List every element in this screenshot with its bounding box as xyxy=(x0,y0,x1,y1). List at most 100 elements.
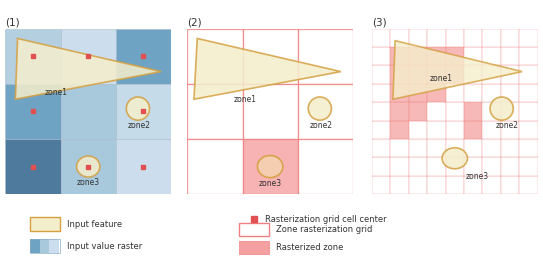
Bar xyxy=(243,29,298,84)
Bar xyxy=(446,176,464,194)
Bar xyxy=(482,29,501,47)
Bar xyxy=(519,139,538,157)
Bar xyxy=(390,157,409,176)
Bar xyxy=(187,29,243,84)
Bar xyxy=(409,84,427,102)
Bar xyxy=(482,47,501,65)
Bar xyxy=(427,121,446,139)
Text: zone3: zone3 xyxy=(258,179,282,188)
Bar xyxy=(464,121,482,139)
Bar xyxy=(501,65,519,84)
Bar xyxy=(427,102,446,121)
Bar xyxy=(464,176,482,194)
Bar xyxy=(464,29,482,47)
Ellipse shape xyxy=(77,156,100,177)
Bar xyxy=(298,29,353,84)
Bar xyxy=(372,65,390,84)
Bar xyxy=(5,29,61,84)
Text: (1): (1) xyxy=(5,18,20,28)
Bar xyxy=(519,121,538,139)
Bar xyxy=(519,176,538,194)
Text: zone1: zone1 xyxy=(45,88,68,96)
Bar xyxy=(409,102,427,121)
Bar xyxy=(446,139,464,157)
Bar xyxy=(464,139,482,157)
Ellipse shape xyxy=(257,156,283,178)
Bar xyxy=(409,176,427,194)
Bar xyxy=(501,176,519,194)
Bar xyxy=(390,47,409,65)
Text: Zone rasterization grid: Zone rasterization grid xyxy=(276,225,372,234)
Ellipse shape xyxy=(442,148,468,169)
Bar xyxy=(427,29,446,47)
Bar xyxy=(482,102,501,121)
Text: zone1: zone1 xyxy=(234,95,257,104)
Bar xyxy=(464,157,482,176)
Text: Input feature: Input feature xyxy=(67,220,122,228)
Bar xyxy=(482,121,501,139)
Bar xyxy=(390,139,409,157)
Text: (3): (3) xyxy=(372,18,387,28)
Bar xyxy=(372,102,390,121)
Bar xyxy=(501,102,519,121)
Ellipse shape xyxy=(308,97,331,120)
Bar xyxy=(372,121,390,139)
Text: zone3: zone3 xyxy=(465,172,488,181)
Bar xyxy=(427,176,446,194)
Bar xyxy=(464,47,482,65)
Bar xyxy=(519,157,538,176)
Polygon shape xyxy=(15,39,161,99)
Bar xyxy=(30,239,40,253)
Bar xyxy=(482,139,501,157)
Text: zone2: zone2 xyxy=(310,121,332,130)
Bar xyxy=(5,139,61,194)
Bar xyxy=(446,47,464,65)
Bar xyxy=(501,121,519,139)
Bar xyxy=(519,102,538,121)
Bar xyxy=(519,47,538,65)
Bar xyxy=(464,65,482,84)
Bar xyxy=(390,29,409,47)
Bar xyxy=(501,139,519,157)
Bar xyxy=(372,47,390,65)
Text: zone2: zone2 xyxy=(128,121,150,130)
Bar xyxy=(501,84,519,102)
Polygon shape xyxy=(194,39,341,99)
Bar xyxy=(390,102,409,121)
Bar xyxy=(372,84,390,102)
Bar xyxy=(427,139,446,157)
Ellipse shape xyxy=(127,97,149,120)
Bar xyxy=(116,84,171,139)
Bar xyxy=(116,139,171,194)
Polygon shape xyxy=(393,41,522,99)
Bar xyxy=(427,65,446,84)
Bar xyxy=(464,102,482,121)
Bar xyxy=(187,139,243,194)
Bar xyxy=(519,84,538,102)
Bar xyxy=(501,47,519,65)
Text: Rasterized zone: Rasterized zone xyxy=(276,243,343,252)
Text: (2): (2) xyxy=(187,18,202,28)
Bar xyxy=(409,157,427,176)
Bar xyxy=(5,84,61,139)
Bar xyxy=(409,121,427,139)
Bar xyxy=(372,157,390,176)
Bar xyxy=(30,217,60,231)
Text: zone3: zone3 xyxy=(77,178,100,187)
Bar xyxy=(372,176,390,194)
Bar xyxy=(239,241,269,254)
Bar xyxy=(61,84,116,139)
Bar xyxy=(372,139,390,157)
Text: zone1: zone1 xyxy=(430,74,452,83)
Bar xyxy=(243,84,298,139)
Bar xyxy=(446,102,464,121)
Bar xyxy=(298,139,353,194)
Bar xyxy=(464,84,482,102)
Bar xyxy=(519,29,538,47)
Bar xyxy=(243,139,298,194)
Bar xyxy=(61,29,116,84)
Bar xyxy=(390,84,409,102)
Bar xyxy=(30,239,60,253)
Text: Rasterization grid cell center: Rasterization grid cell center xyxy=(265,215,387,223)
Bar xyxy=(187,84,243,139)
